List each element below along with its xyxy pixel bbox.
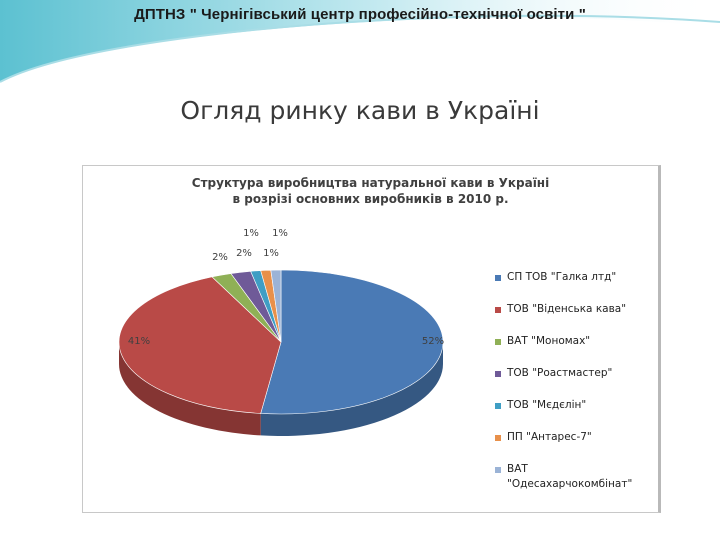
legend-swatch-4	[495, 403, 501, 409]
pie-slice-side-0	[260, 342, 444, 436]
legend-label-3: ТОВ "Роастмастер"	[507, 367, 613, 379]
legend-label-1: ТОВ "Віденська кава"	[507, 303, 627, 315]
chart-frame: Структура виробництва натуральної кави в…	[82, 165, 661, 513]
legend-swatch-3	[495, 371, 501, 377]
pie-slice-6	[270, 269, 282, 343]
slide-title: Огляд ринку кави в Україні	[180, 96, 540, 125]
legend-label-2: ВАТ "Мономах"	[507, 335, 591, 347]
legend-item-2: ВАТ "Мономах"	[495, 334, 655, 366]
legend-label-4: ТОВ "Мєдєлін"	[507, 399, 587, 411]
legend-item-3: ТОВ "Роастмастер"	[495, 366, 655, 398]
legend-label-6: ВАТ "Одесахарчокомбінат"	[507, 463, 633, 490]
pie-chart: 52% 41% 2% 2% 1% 1% 1%	[118, 228, 444, 436]
pie-slice-side-1	[119, 342, 261, 436]
pie-slice-0	[260, 269, 444, 415]
legend-label-5: ПП "Антарес-7"	[507, 431, 592, 443]
legend-item-6: ВАТ "Одесахарчокомбінат"	[495, 462, 655, 494]
data-label-5: 1%	[243, 228, 259, 239]
legend-swatch-0	[495, 275, 501, 281]
legend-item-4: ТОВ "Мєдєлін"	[495, 398, 655, 430]
legend-item-1: ТОВ "Віденська кава"	[495, 302, 655, 334]
data-label-3: 2%	[236, 248, 252, 259]
legend-label-0: СП ТОВ "Галка лтд"	[507, 271, 617, 283]
background-swoosh	[0, 0, 720, 83]
data-label-0: 52%	[422, 336, 444, 347]
legend-swatch-1	[495, 307, 501, 313]
legend-swatch-5	[495, 435, 501, 441]
legend-swatch-2	[495, 339, 501, 345]
chart-title-line-2: в розрізі основних виробників в 2010 р.	[232, 192, 509, 206]
legend-item-0: СП ТОВ "Галка лтд"	[495, 270, 655, 302]
header-text: ДПТНЗ " Чернігівський центр професійно-т…	[134, 6, 586, 23]
chart-title-line-1: Структура виробництва натуральної кави в…	[191, 176, 550, 190]
data-label-1: 41%	[128, 336, 150, 347]
data-label-2: 2%	[212, 252, 228, 263]
data-label-4: 1%	[263, 248, 279, 259]
pie-slice-1	[118, 276, 282, 414]
data-label-6: 1%	[272, 228, 288, 239]
legend-item-5: ПП "Антарес-7"	[495, 430, 655, 462]
chart-legend: СП ТОВ "Галка лтд" ТОВ "Віденська кава" ВА…	[495, 270, 655, 494]
legend-swatch-6	[495, 467, 501, 473]
chart-title: Структура виробництва натуральної кави в…	[83, 175, 658, 207]
